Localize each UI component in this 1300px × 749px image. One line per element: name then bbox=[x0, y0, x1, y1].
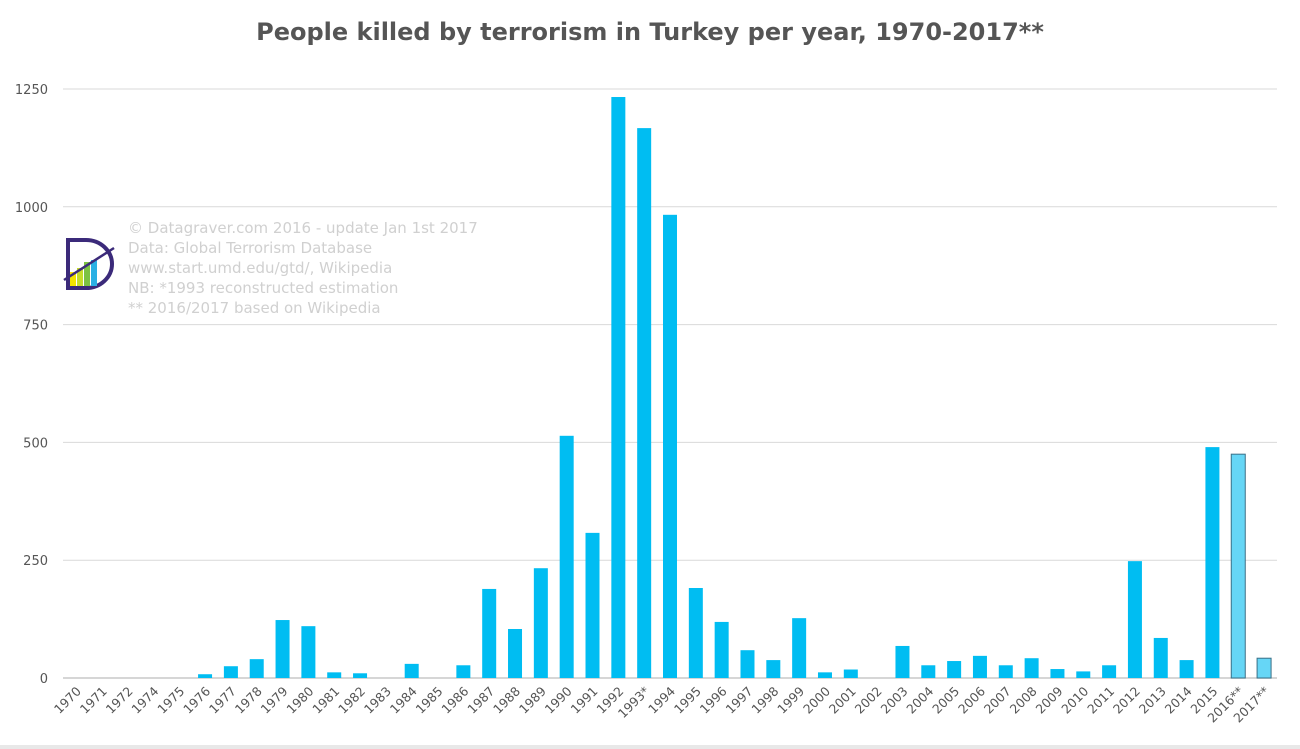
x-tick-label: 2008 bbox=[1007, 683, 1040, 716]
bar-2004 bbox=[921, 665, 936, 678]
source-note: © Datagraver.com 2016 - update Jan 1st 2… bbox=[128, 219, 478, 237]
bar-2001 bbox=[843, 669, 858, 678]
x-tick-label: 2005 bbox=[929, 684, 962, 717]
bar-1977 bbox=[223, 666, 238, 678]
x-tick-label: 2007 bbox=[981, 684, 1014, 717]
x-tick-label: 1990 bbox=[542, 683, 575, 716]
bar-1990 bbox=[559, 435, 574, 678]
x-tick-label: 1998 bbox=[748, 683, 781, 716]
bar-1981 bbox=[327, 672, 342, 678]
bar-1998 bbox=[766, 660, 781, 678]
x-tick-label: 1997 bbox=[723, 684, 756, 717]
x-tick-label: 1970 bbox=[51, 683, 84, 716]
y-tick-label: 0 bbox=[40, 672, 48, 687]
x-tick-label: 1977 bbox=[206, 684, 239, 717]
bar-2013 bbox=[1153, 637, 1168, 678]
x-tick-label: 2004 bbox=[903, 683, 936, 716]
x-tick-label: 1975 bbox=[154, 684, 187, 717]
source-note: NB: *1993 reconstructed estimation bbox=[128, 279, 398, 297]
x-tick-label: 2010 bbox=[1058, 683, 1091, 716]
bar-2009 bbox=[1050, 669, 1065, 678]
bar-1996 bbox=[714, 621, 729, 678]
x-tick-label: 2003 bbox=[877, 684, 910, 717]
x-tick-label: 1985 bbox=[413, 684, 446, 717]
bar-2014 bbox=[1179, 660, 1194, 678]
x-tick-label: 2000 bbox=[800, 683, 833, 716]
x-tick-label: 2013 bbox=[1136, 684, 1169, 717]
bar-2006 bbox=[972, 655, 987, 678]
x-tick-label: 2001 bbox=[826, 684, 859, 717]
x-tick-label: 2009 bbox=[1032, 683, 1065, 716]
y-tick-label: 1250 bbox=[15, 83, 48, 98]
bar-2010 bbox=[1076, 671, 1091, 678]
bar-1999 bbox=[792, 618, 807, 678]
bar-2012 bbox=[1127, 561, 1142, 678]
x-tick-label: 1995 bbox=[671, 684, 704, 717]
x-tick-label: 1978 bbox=[232, 683, 265, 716]
bar-2016 bbox=[1230, 453, 1246, 679]
chart-title: People killed by terrorism in Turkey per… bbox=[256, 18, 1044, 46]
bar-1980 bbox=[301, 626, 316, 678]
bar-1978 bbox=[249, 659, 264, 678]
bar-2007 bbox=[998, 665, 1013, 678]
bar-1987 bbox=[482, 588, 497, 678]
bar-1988 bbox=[508, 628, 523, 678]
source-note: ** 2016/2017 based on Wikipedia bbox=[128, 299, 381, 317]
x-tick-label: 1986 bbox=[438, 683, 471, 716]
x-tick-label: 1994 bbox=[645, 683, 678, 716]
bar-2000 bbox=[817, 672, 832, 678]
bar-2005 bbox=[947, 661, 962, 678]
x-tick-label: 2006 bbox=[955, 683, 988, 716]
y-tick-label: 750 bbox=[23, 319, 48, 334]
bar-2008 bbox=[1024, 658, 1039, 678]
x-tick-label: 2012 bbox=[1110, 684, 1143, 717]
bar-1982 bbox=[353, 673, 368, 678]
bar-1993 bbox=[637, 128, 652, 678]
bar-1984 bbox=[404, 663, 419, 678]
x-tick-label: 1980 bbox=[283, 683, 316, 716]
bar-1995 bbox=[688, 588, 703, 678]
x-tick-label: 1996 bbox=[697, 683, 730, 716]
datagraver-logo bbox=[63, 238, 115, 290]
x-tick-label: 1991 bbox=[568, 684, 601, 717]
x-tick-label: 1988 bbox=[490, 683, 523, 716]
bar-2003 bbox=[895, 645, 910, 678]
y-tick-label: 500 bbox=[23, 436, 48, 451]
bar-1991 bbox=[585, 532, 600, 678]
bar-2015 bbox=[1205, 447, 1220, 678]
x-tick-label: 1971 bbox=[77, 684, 110, 717]
x-tick-label: 1976 bbox=[180, 683, 213, 716]
bottom-border bbox=[0, 745, 1300, 749]
bar-2011 bbox=[1102, 665, 1117, 678]
x-tick-label: 1981 bbox=[309, 684, 342, 717]
x-tick-label: 1974 bbox=[128, 683, 161, 716]
bar-1992 bbox=[611, 97, 626, 679]
x-tick-label: 1999 bbox=[774, 683, 807, 716]
bar-1997 bbox=[740, 650, 755, 678]
x-tick-label: 1972 bbox=[103, 684, 136, 717]
bar-1976 bbox=[198, 674, 213, 678]
x-tick-label: 1982 bbox=[335, 684, 368, 717]
x-tick-label: 1989 bbox=[516, 683, 549, 716]
y-tick-label: 250 bbox=[23, 554, 48, 569]
x-tick-label: 2014 bbox=[1162, 683, 1195, 716]
bar-1994 bbox=[663, 214, 677, 678]
source-note: www.start.umd.edu/gtd/, Wikipedia bbox=[128, 259, 392, 277]
x-tick-label: 1984 bbox=[387, 683, 420, 716]
x-tick-label: 1983 bbox=[361, 684, 394, 717]
x-tick-label: 2002 bbox=[852, 684, 885, 717]
bar-2017 bbox=[1256, 657, 1272, 679]
x-tick-label: 1979 bbox=[258, 683, 291, 716]
bar-1986 bbox=[456, 665, 471, 678]
bar-1979 bbox=[275, 620, 290, 678]
x-tick-label: 1987 bbox=[464, 684, 497, 717]
bar-1989 bbox=[533, 568, 548, 678]
source-note: Data: Global Terrorism Database bbox=[128, 239, 372, 257]
y-tick-label: 1000 bbox=[15, 201, 48, 216]
x-tick-label: 2011 bbox=[1084, 684, 1117, 717]
